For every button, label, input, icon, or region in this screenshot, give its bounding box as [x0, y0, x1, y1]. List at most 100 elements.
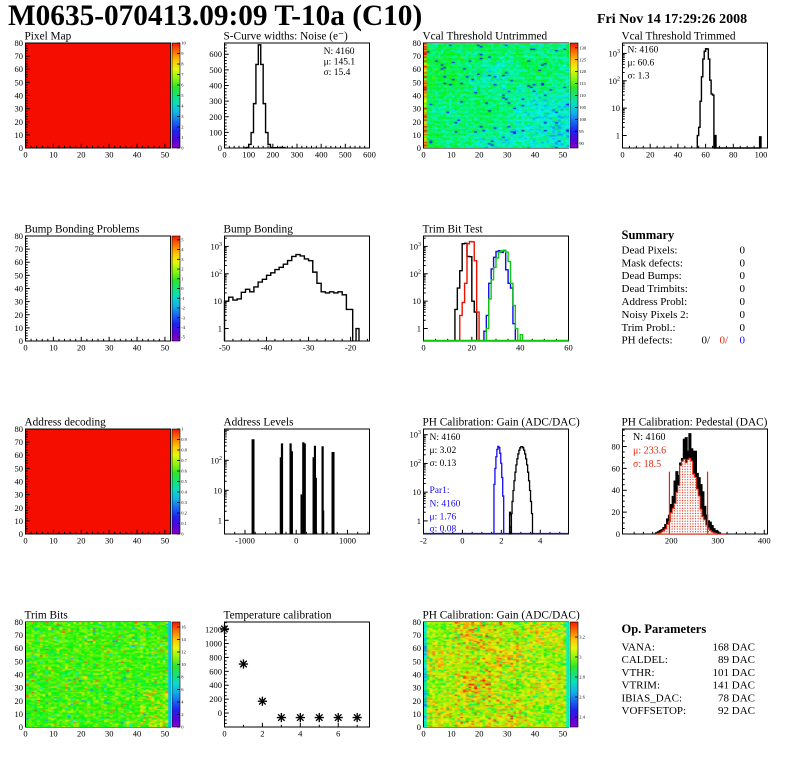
svg-text:0: 0 — [218, 708, 222, 718]
svg-text:2: 2 — [181, 267, 183, 272]
svg-text:110: 110 — [579, 93, 586, 98]
svg-text:20: 20 — [77, 536, 86, 546]
svg-text:70: 70 — [15, 244, 24, 254]
svg-text:60: 60 — [15, 643, 24, 653]
svg-text:0: 0 — [740, 270, 746, 282]
svg-text:10: 10 — [49, 536, 58, 546]
svg-text:CALDEL:: CALDEL: — [622, 654, 668, 666]
svg-text:VTRIM:: VTRIM: — [622, 680, 661, 692]
svg-text:10: 10 — [413, 709, 422, 719]
svg-text:20: 20 — [646, 150, 655, 160]
svg-text:100: 100 — [242, 150, 255, 160]
svg-text:200: 200 — [209, 112, 222, 122]
svg-text:20: 20 — [475, 729, 484, 739]
svg-text:0: 0 — [23, 729, 27, 739]
svg-text:-20: -20 — [345, 343, 356, 353]
svg-text:14: 14 — [181, 637, 186, 642]
svg-text:141 DAC: 141 DAC — [713, 680, 755, 692]
svg-text:40: 40 — [15, 91, 24, 101]
svg-text:40: 40 — [133, 150, 142, 160]
svg-text:10: 10 — [413, 130, 422, 140]
svg-text:0: 0 — [417, 722, 421, 732]
svg-text:2: 2 — [260, 729, 264, 739]
svg-text:16: 16 — [181, 625, 186, 630]
svg-text:S-Curve widths: Noise (e⁻): S-Curve widths: Noise (e⁻) — [224, 31, 348, 43]
svg-text:σ: 15.4: σ: 15.4 — [324, 68, 351, 78]
svg-text:400: 400 — [209, 81, 222, 91]
svg-text:20: 20 — [77, 150, 86, 160]
svg-text:50: 50 — [413, 656, 422, 666]
svg-text:40: 40 — [133, 536, 142, 546]
svg-text:0.1: 0.1 — [181, 521, 187, 526]
svg-text:-2: -2 — [181, 306, 185, 311]
svg-text:20: 20 — [77, 343, 86, 353]
svg-text:0: 0 — [620, 150, 624, 160]
svg-text:50: 50 — [559, 729, 568, 739]
svg-text:100: 100 — [579, 117, 587, 122]
svg-text:μ: 3.02: μ: 3.02 — [430, 446, 457, 456]
svg-text:1: 1 — [417, 516, 421, 526]
svg-text:Trim Bits: Trim Bits — [25, 610, 68, 622]
svg-text:0: 0 — [19, 143, 23, 153]
svg-text:0: 0 — [421, 150, 425, 160]
svg-text:0/: 0/ — [719, 335, 729, 347]
svg-text:102: 102 — [211, 455, 223, 465]
svg-text:102: 102 — [609, 76, 621, 86]
svg-text:50: 50 — [15, 270, 24, 280]
svg-text:0/: 0/ — [701, 335, 711, 347]
svg-text:Noisy Pixels 2:: Noisy Pixels 2: — [622, 309, 689, 321]
svg-text:5: 5 — [181, 93, 184, 98]
svg-text:1000: 1000 — [339, 536, 356, 546]
svg-text:70: 70 — [413, 51, 422, 61]
svg-text:0: 0 — [740, 309, 746, 321]
svg-text:0: 0 — [23, 536, 27, 546]
svg-text:10: 10 — [447, 729, 456, 739]
svg-text:10: 10 — [15, 130, 24, 140]
svg-text:Dead Bumps:: Dead Bumps: — [622, 270, 682, 282]
svg-text:200: 200 — [665, 536, 678, 546]
svg-text:Dead Trimbits:: Dead Trimbits: — [622, 283, 688, 295]
svg-text:10: 10 — [15, 323, 24, 333]
svg-text:1: 1 — [417, 324, 421, 334]
svg-text:50: 50 — [161, 343, 170, 353]
svg-text:60: 60 — [15, 257, 24, 267]
svg-text:0.5: 0.5 — [181, 479, 187, 484]
svg-text:0.3: 0.3 — [181, 500, 187, 505]
svg-text:70: 70 — [15, 437, 24, 447]
svg-text:1: 1 — [181, 135, 183, 140]
svg-text:60: 60 — [413, 643, 422, 653]
svg-text:1200: 1200 — [205, 625, 222, 635]
svg-text:0: 0 — [740, 335, 746, 347]
svg-text:30: 30 — [413, 104, 422, 114]
svg-text:102: 102 — [211, 269, 223, 279]
svg-text:3.2: 3.2 — [579, 635, 585, 640]
svg-text:300: 300 — [711, 536, 724, 546]
svg-text:30: 30 — [15, 297, 24, 307]
svg-text:2.4: 2.4 — [579, 715, 585, 720]
svg-text:80: 80 — [15, 617, 24, 627]
svg-text:40: 40 — [531, 729, 540, 739]
svg-text:PH Calibration: Gain (ADC/DAC): PH Calibration: Gain (ADC/DAC) — [423, 610, 580, 622]
svg-text:0: 0 — [616, 529, 620, 539]
svg-text:20: 20 — [475, 150, 484, 160]
svg-text:103: 103 — [410, 241, 422, 251]
svg-text:20: 20 — [413, 696, 422, 706]
svg-text:-5: -5 — [181, 335, 185, 340]
svg-text:-30: -30 — [303, 343, 314, 353]
svg-text:103: 103 — [211, 241, 223, 251]
svg-text:80: 80 — [15, 38, 24, 48]
svg-text:10: 10 — [447, 150, 456, 160]
svg-text:VANA:: VANA: — [622, 642, 655, 654]
svg-text:50: 50 — [15, 463, 24, 473]
svg-text:Bump Bonding Problems: Bump Bonding Problems — [25, 224, 140, 236]
svg-text:PH Calibration: Pedestal (DAC): PH Calibration: Pedestal (DAC) — [622, 417, 768, 429]
svg-text:0: 0 — [222, 150, 226, 160]
svg-text:50: 50 — [559, 150, 568, 160]
svg-text:1: 1 — [218, 324, 222, 334]
svg-text:Address Probl:: Address Probl: — [622, 296, 688, 308]
svg-text:40: 40 — [15, 670, 24, 680]
svg-text:Address decoding: Address decoding — [25, 417, 107, 429]
svg-text:80: 80 — [15, 231, 24, 241]
svg-text:10: 10 — [15, 516, 24, 526]
svg-text:8: 8 — [181, 675, 184, 680]
